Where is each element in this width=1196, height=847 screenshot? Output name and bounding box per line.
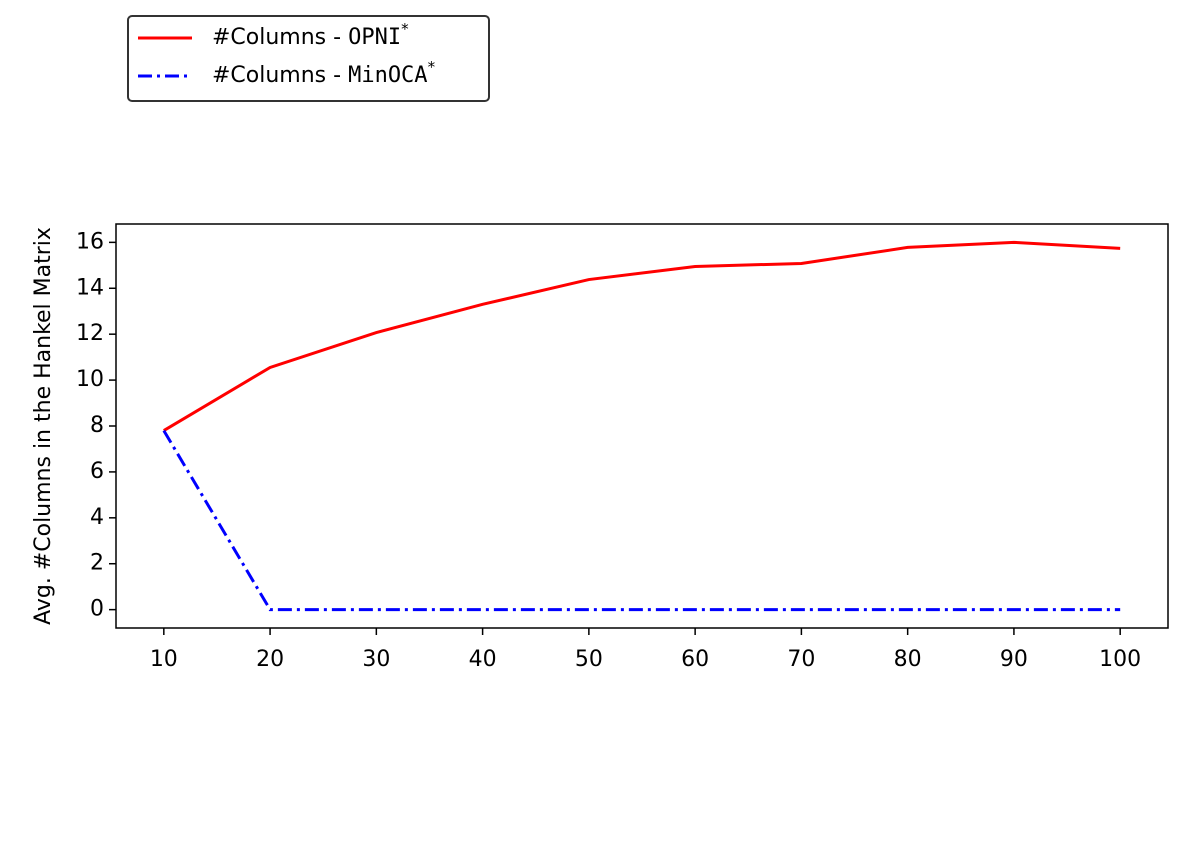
y-tick-label: 6 — [90, 459, 104, 484]
x-tick-label: 100 — [1099, 647, 1141, 672]
x-tick-label: 50 — [575, 647, 603, 672]
y-tick-label: 16 — [76, 229, 104, 254]
legend-label: #Columns - MinOCA* — [212, 58, 436, 89]
legend-box — [127, 15, 490, 102]
y-tick-label: 8 — [90, 413, 104, 438]
data-line — [162, 429, 1121, 612]
x-tick-label: 60 — [681, 647, 709, 672]
y-tick-label: 10 — [76, 367, 104, 392]
x-tick-label: 30 — [362, 647, 390, 672]
x-tick-label: 40 — [469, 647, 497, 672]
y-tick-label: 0 — [90, 597, 104, 622]
y-tick-label: 12 — [76, 321, 104, 346]
x-tick-label: 70 — [787, 647, 815, 672]
x-tick-label: 10 — [150, 647, 178, 672]
x-tick-label: 20 — [256, 647, 284, 672]
plot-frame — [115, 223, 1169, 629]
y-tick-label: 14 — [76, 275, 104, 300]
x-tick-label: 90 — [1000, 647, 1028, 672]
legend-label: #Columns - OPNI* — [212, 20, 409, 51]
y-tick-label: 2 — [90, 551, 104, 576]
x-tick-label: 80 — [894, 647, 922, 672]
y-axis-label: Avg. #Columns in the Hankel Matrix — [31, 227, 56, 625]
data-line — [163, 240, 1121, 432]
y-tick-label: 4 — [90, 505, 104, 530]
